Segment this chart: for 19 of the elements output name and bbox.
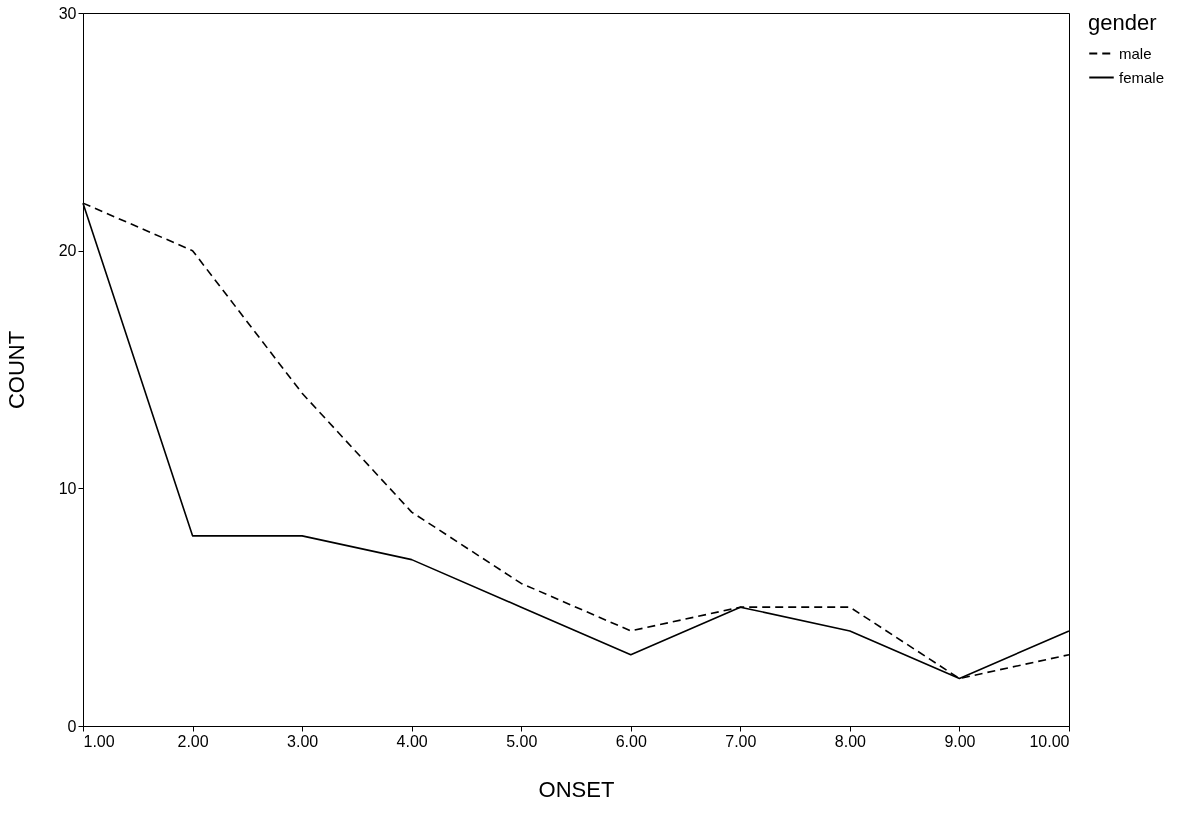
x-tick-label: 4.00 xyxy=(396,732,428,750)
x-tick-label: 6.00 xyxy=(615,732,647,750)
x-tick-label: 5.00 xyxy=(506,732,538,750)
x-axis-title: ONSET xyxy=(538,776,615,802)
legend-label: female xyxy=(1119,68,1165,86)
legend-title: gender xyxy=(1088,10,1157,35)
y-tick-label: 10 xyxy=(58,479,77,497)
y-axis-title: COUNT xyxy=(3,330,29,410)
x-tick-label: 8.00 xyxy=(834,732,867,750)
x-tick-label: 7.00 xyxy=(725,732,757,750)
y-tick-label: 0 xyxy=(67,717,77,735)
y-tick-label: 30 xyxy=(58,4,77,22)
x-tick-label: 3.00 xyxy=(287,732,319,750)
x-tick-label: 10.00 xyxy=(1029,732,1070,750)
x-tick-label: 2.00 xyxy=(177,732,209,750)
legend-label: male xyxy=(1119,44,1152,62)
x-tick-label: 9.00 xyxy=(944,732,976,750)
y-tick-label: 20 xyxy=(58,242,77,260)
x-tick-label: 1.00 xyxy=(83,732,115,750)
